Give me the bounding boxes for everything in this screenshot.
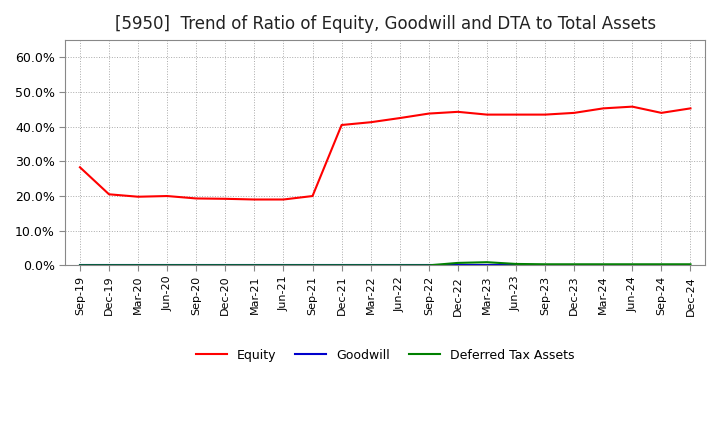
Deferred Tax Assets bbox=[366, 263, 375, 268]
Goodwill bbox=[541, 263, 549, 268]
Goodwill bbox=[628, 263, 636, 268]
Deferred Tax Assets bbox=[134, 263, 143, 268]
Goodwill bbox=[395, 263, 404, 268]
Equity bbox=[425, 111, 433, 116]
Goodwill bbox=[686, 263, 695, 268]
Goodwill bbox=[250, 263, 258, 268]
Deferred Tax Assets bbox=[482, 260, 491, 265]
Deferred Tax Assets bbox=[512, 261, 521, 267]
Equity bbox=[628, 104, 636, 109]
Equity bbox=[657, 110, 666, 116]
Goodwill bbox=[76, 263, 84, 268]
Goodwill bbox=[454, 263, 462, 268]
Goodwill bbox=[134, 263, 143, 268]
Equity bbox=[104, 192, 113, 197]
Deferred Tax Assets bbox=[337, 263, 346, 268]
Equity bbox=[337, 122, 346, 128]
Equity bbox=[308, 194, 317, 199]
Deferred Tax Assets bbox=[279, 263, 288, 268]
Title: [5950]  Trend of Ratio of Equity, Goodwill and DTA to Total Assets: [5950] Trend of Ratio of Equity, Goodwil… bbox=[114, 15, 656, 33]
Deferred Tax Assets bbox=[628, 262, 636, 267]
Goodwill bbox=[104, 263, 113, 268]
Equity bbox=[482, 112, 491, 117]
Equity bbox=[512, 112, 521, 117]
Equity bbox=[395, 115, 404, 121]
Deferred Tax Assets bbox=[250, 263, 258, 268]
Deferred Tax Assets bbox=[570, 262, 578, 267]
Goodwill bbox=[657, 263, 666, 268]
Equity bbox=[541, 112, 549, 117]
Equity bbox=[250, 197, 258, 202]
Deferred Tax Assets bbox=[221, 263, 230, 268]
Goodwill bbox=[279, 263, 288, 268]
Equity bbox=[366, 120, 375, 125]
Deferred Tax Assets bbox=[395, 263, 404, 268]
Deferred Tax Assets bbox=[163, 263, 171, 268]
Goodwill bbox=[163, 263, 171, 268]
Goodwill bbox=[366, 263, 375, 268]
Equity bbox=[192, 196, 201, 201]
Goodwill bbox=[425, 263, 433, 268]
Deferred Tax Assets bbox=[541, 262, 549, 267]
Goodwill bbox=[337, 263, 346, 268]
Deferred Tax Assets bbox=[308, 263, 317, 268]
Goodwill bbox=[482, 263, 491, 268]
Goodwill bbox=[192, 263, 201, 268]
Goodwill bbox=[570, 263, 578, 268]
Equity bbox=[221, 196, 230, 202]
Goodwill bbox=[599, 263, 608, 268]
Equity bbox=[163, 194, 171, 199]
Equity bbox=[76, 165, 84, 170]
Goodwill bbox=[221, 263, 230, 268]
Equity bbox=[686, 106, 695, 111]
Deferred Tax Assets bbox=[104, 263, 113, 268]
Deferred Tax Assets bbox=[454, 260, 462, 266]
Line: Deferred Tax Assets: Deferred Tax Assets bbox=[80, 262, 690, 265]
Equity bbox=[570, 110, 578, 116]
Goodwill bbox=[308, 263, 317, 268]
Deferred Tax Assets bbox=[686, 262, 695, 267]
Deferred Tax Assets bbox=[599, 262, 608, 267]
Deferred Tax Assets bbox=[657, 262, 666, 267]
Equity bbox=[279, 197, 288, 202]
Deferred Tax Assets bbox=[76, 263, 84, 268]
Deferred Tax Assets bbox=[425, 263, 433, 268]
Line: Equity: Equity bbox=[80, 106, 690, 199]
Goodwill bbox=[512, 263, 521, 268]
Equity bbox=[454, 109, 462, 114]
Equity bbox=[134, 194, 143, 199]
Deferred Tax Assets bbox=[192, 263, 201, 268]
Legend: Equity, Goodwill, Deferred Tax Assets: Equity, Goodwill, Deferred Tax Assets bbox=[191, 344, 580, 367]
Equity bbox=[599, 106, 608, 111]
